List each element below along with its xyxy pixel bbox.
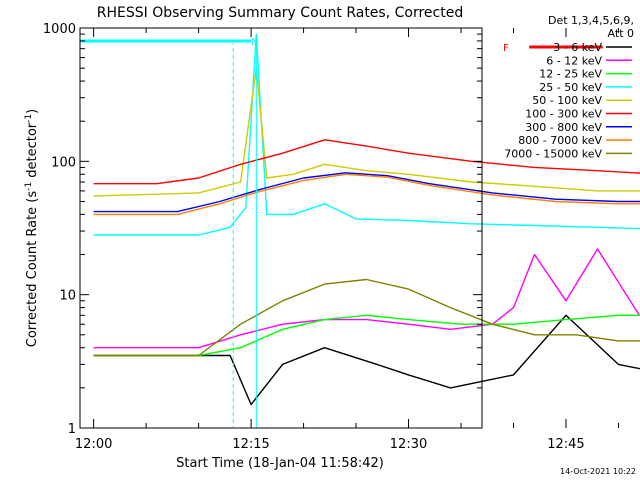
night-label: N bbox=[251, 37, 258, 48]
flare-label: F bbox=[503, 43, 509, 54]
legend-label-1: 6 - 12 keV bbox=[546, 54, 602, 67]
series-line-8 bbox=[93, 278, 640, 357]
legend-label-2: 12 - 25 keV bbox=[539, 68, 602, 81]
x-axis-label: Start Time (18-Jan-04 11:58:42) bbox=[176, 456, 384, 471]
series-line-2 bbox=[93, 314, 640, 357]
y-tick-label: 1 bbox=[68, 422, 76, 437]
y-axis-label-sup1: -1 bbox=[24, 182, 34, 191]
y-axis-label-sup2: -1 bbox=[24, 114, 34, 123]
x-tick-label: 12:15 bbox=[232, 437, 269, 452]
x-tick-label: 12:30 bbox=[390, 437, 427, 452]
x-tick-label: 12:00 bbox=[75, 437, 112, 452]
legend-label-6: 300 - 800 keV bbox=[525, 121, 602, 134]
series-line-4 bbox=[93, 67, 640, 197]
series-line-6 bbox=[93, 172, 640, 213]
legend-header-line2: Att 0 bbox=[608, 27, 634, 40]
x-tick-label: 12:45 bbox=[547, 437, 584, 452]
legend-label-3: 25 - 50 keV bbox=[539, 81, 602, 94]
y-axis-label-main: Corrected Count Rate (s bbox=[25, 191, 40, 348]
y-axis-ticks: 1 10 100 1000 bbox=[43, 22, 482, 437]
series-line-3 bbox=[93, 33, 640, 236]
y-axis-label: Corrected Count Rate (s-1 detector-1) bbox=[24, 109, 40, 347]
plot-frame bbox=[79, 27, 483, 429]
y-axis-label-end: ) bbox=[25, 109, 40, 114]
timestamp: 14-Oct-2021 10:22 bbox=[560, 467, 636, 476]
y-tick-label: 100 bbox=[51, 155, 76, 170]
legend-label-8: 7000 - 15000 keV bbox=[504, 147, 602, 160]
legend-header-line1: Det 1,3,4,5,6,9, bbox=[548, 14, 634, 27]
legend-label-0: 3 - 6 keV bbox=[553, 41, 602, 54]
chart-title: RHESSI Observing Summary Count Rates, Co… bbox=[97, 5, 463, 21]
legend-label-4: 50 - 100 keV bbox=[532, 94, 602, 107]
y-tick-label: 1000 bbox=[43, 22, 76, 37]
y-axis-label-mid: detector bbox=[25, 122, 40, 182]
series-line-1 bbox=[93, 248, 640, 349]
series-line-5 bbox=[93, 139, 640, 185]
legend-label-5: 100 - 300 keV bbox=[525, 108, 602, 121]
series-line-7 bbox=[93, 173, 640, 216]
y-tick-label: 10 bbox=[59, 289, 76, 304]
legend-label-7: 800 - 7000 keV bbox=[518, 134, 602, 147]
plot-annotation-layer: NF bbox=[80, 37, 603, 428]
